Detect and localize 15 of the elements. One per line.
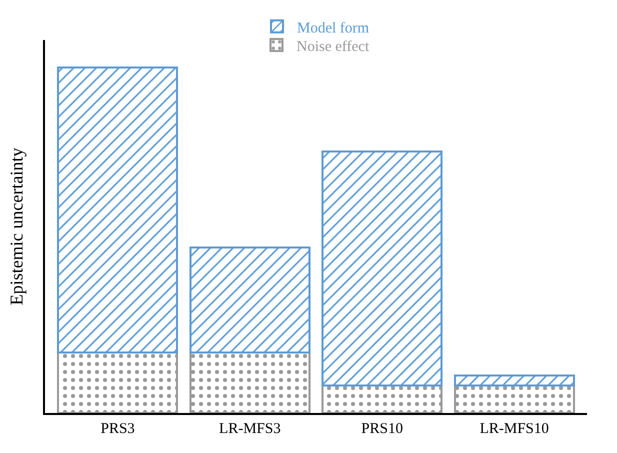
bar [454, 384, 575, 413]
bar [322, 384, 443, 413]
x-tick-label: PRS10 [361, 421, 403, 437]
x-tick-label: LR-MFS10 [480, 421, 549, 437]
bar [189, 352, 310, 413]
text: Model form [297, 20, 370, 36]
x-tick-label: PRS3 [100, 421, 135, 437]
x-tick-label: LR-MFS3 [219, 421, 281, 437]
y-axis-title: Epistemic uncertainty [6, 148, 27, 306]
bar [322, 150, 443, 387]
bar [57, 66, 178, 354]
bar [189, 246, 310, 354]
bar [57, 352, 178, 413]
bar [454, 374, 575, 387]
text: Noise effect [296, 38, 370, 55]
